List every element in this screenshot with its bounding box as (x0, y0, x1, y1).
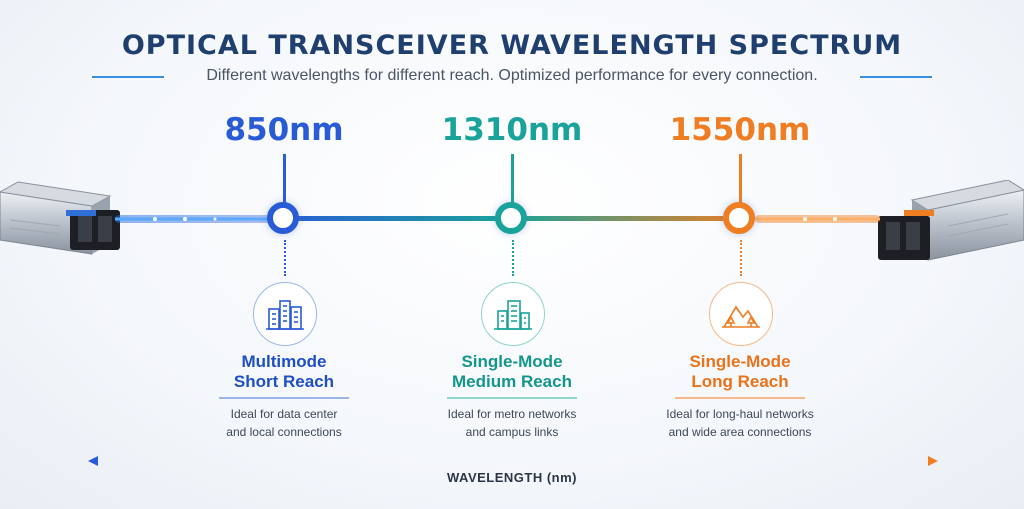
underline-850 (219, 397, 349, 399)
label-850-line1: Multimode (241, 352, 327, 371)
wavelength-850: 850nm (224, 112, 344, 148)
page-subtitle: Different wavelengths for different reac… (206, 67, 818, 84)
transceiver-left-icon (0, 181, 120, 255)
wavelength-1550: 1550nm (669, 112, 811, 148)
node-1550 (723, 202, 755, 234)
node-850 (267, 202, 299, 234)
connector-1550 (740, 240, 742, 276)
label-850: Multimode Short Reach (184, 352, 384, 392)
desc-1310-line1: Ideal for metro networks (447, 407, 577, 421)
stem-1310 (511, 154, 514, 206)
wavelength-axis-arrow (88, 456, 938, 466)
desc-850-line2: and local connections (226, 425, 342, 439)
orange-light-beam (755, 215, 880, 223)
label-1310-line1: Single-Mode (461, 352, 563, 371)
underline-1310 (447, 397, 577, 399)
node-1310 (495, 202, 527, 234)
spectrum-line-blue (270, 216, 510, 221)
transceiver-right-icon (878, 180, 1024, 261)
desc-850-line1: Ideal for data center (230, 407, 338, 421)
desc-1550-line1: Ideal for long-haul networks (666, 407, 814, 421)
stem-850 (283, 154, 286, 206)
wavelength-1310: 1310nm (441, 112, 583, 148)
label-1310-line2: Medium Reach (452, 372, 572, 391)
axis-label: WAVELENGTH (nm) (446, 470, 578, 485)
office-buildings-icon (253, 282, 317, 346)
label-1550: Single-Mode Long Reach (640, 352, 840, 392)
desc-1310-line2: and campus links (465, 425, 559, 439)
page-title: OPTICAL TRANSCEIVER WAVELENGTH SPECTRUM (121, 30, 903, 61)
label-1550-line2: Long Reach (691, 372, 789, 391)
title-rule-right (860, 76, 932, 78)
desc-1310: Ideal for metro networks and campus link… (402, 405, 622, 441)
desc-850: Ideal for data center and local connecti… (174, 405, 394, 441)
label-850-line2: Short Reach (233, 372, 335, 391)
underline-1550 (675, 397, 805, 399)
title-rule-left (92, 76, 164, 78)
stem-1550 (739, 154, 742, 206)
city-buildings-icon (481, 282, 545, 346)
label-1550-line1: Single-Mode (689, 352, 791, 371)
connector-850 (284, 240, 286, 276)
desc-1550-line2: and wide area connections (668, 425, 812, 439)
label-1310: Single-Mode Medium Reach (412, 352, 612, 392)
blue-light-beam (115, 215, 275, 223)
mountain-landscape-icon (709, 282, 773, 346)
desc-1550: Ideal for long-haul networks and wide ar… (630, 405, 850, 441)
spectrum-line-orange (510, 216, 750, 221)
connector-1310 (512, 240, 514, 276)
